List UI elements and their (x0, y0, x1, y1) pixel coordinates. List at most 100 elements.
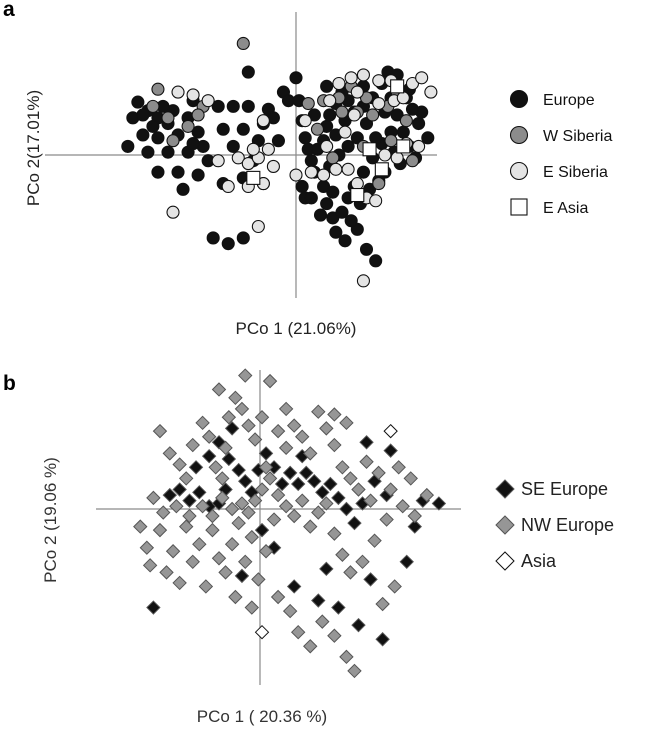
panel-a-point-europe (326, 185, 340, 199)
panel-b-point-se-europe (383, 443, 398, 458)
panel-a-point-europe (211, 99, 225, 113)
panel-b-point-nw-europe (327, 628, 342, 643)
panel-b-point-nw-europe (198, 579, 214, 594)
panel-b-x-axis-label: PCo 1 ( 20.36 %) (197, 707, 327, 726)
panel-a-point-e-siberia (256, 114, 270, 128)
panel-a-point-w-siberia (301, 96, 315, 111)
panel-b-point-nw-europe (282, 603, 298, 619)
panel-b-point-nw-europe (241, 418, 256, 433)
panel-a-point-europe (136, 108, 150, 122)
panel-a-point-w-siberia (366, 108, 380, 122)
panel-b-point-nw-europe (178, 519, 194, 534)
panel-b-point-nw-europe (383, 482, 398, 497)
panel-a-point-europe (216, 122, 230, 136)
panel-a-point-e-siberia (241, 157, 255, 171)
panel-a-point-w-siberia (191, 108, 205, 122)
panel-b-legend-marker-nw-europe (495, 515, 515, 535)
panel-a-point-e-siberia (372, 74, 386, 88)
panel-a-legend-label-w-siberia: W Siberia (543, 128, 612, 145)
panel-a-point-e-siberia (231, 151, 245, 165)
panel-b-legend: SE Europe NW Europe Asia (495, 479, 614, 571)
panel-a-point-e-siberia (323, 94, 337, 108)
panel-b-point-se-europe (146, 600, 161, 615)
panel-a-point-e-siberia (356, 274, 370, 288)
panel-b-point-nw-europe (343, 565, 358, 580)
panel-b-point-nw-europe (403, 471, 418, 486)
panel-b-point-se-europe (274, 476, 290, 492)
panel-a-point-europe (359, 242, 374, 256)
panel-b-point-nw-europe (286, 508, 302, 524)
panel-b-point-nw-europe (295, 429, 310, 444)
panel-b-point-se-europe (286, 579, 302, 594)
panel-a-point-europe (390, 108, 404, 122)
panel-b-point-nw-europe (327, 407, 342, 422)
panel-b-point-nw-europe (165, 544, 181, 559)
panel-b-point-se-europe (347, 515, 362, 531)
panel-b-point-nw-europe (221, 410, 237, 425)
panel-b-point-nw-europe (270, 589, 286, 605)
panel-a-point-e-siberia (261, 142, 275, 156)
panel-a-point-e-siberia (320, 139, 334, 153)
panel-b-point-nw-europe (311, 505, 326, 520)
panel-b-point-nw-europe (363, 493, 378, 508)
panel-a-point-europe (171, 165, 185, 179)
panel-a-point-europe (131, 95, 145, 109)
panel-b-point-nw-europe (335, 460, 350, 475)
panel-b-point-nw-europe (319, 496, 334, 511)
panel-a-point-w-siberia (310, 122, 325, 136)
panel-b-point-nw-europe (278, 499, 294, 514)
panel-b-point-se-europe (431, 496, 447, 511)
panel-b-point-se-europe (399, 554, 414, 570)
panel-b-point-nw-europe (303, 446, 318, 461)
panel-a-point-e-siberia (251, 219, 265, 234)
panel-b-point-nw-europe (156, 505, 171, 520)
panel-a-point-e-siberia (341, 162, 355, 176)
panel-b-series-se-europe (146, 421, 447, 647)
panel-b-point-nw-europe (152, 522, 168, 538)
panel-a-point-e-asia (390, 79, 405, 94)
panel-a-series-e-asia (246, 79, 411, 203)
panel-b-point-nw-europe (258, 544, 274, 559)
panel-b-point-se-europe (407, 519, 422, 534)
panel-a-point-w-siberia (166, 134, 180, 148)
panel-a-point-europe (369, 131, 383, 145)
panel-a-point-europe (121, 139, 135, 153)
panel-b-point-nw-europe (146, 490, 161, 506)
panel-b-point-nw-europe (303, 519, 318, 534)
panel-a-point-europe (344, 214, 358, 228)
panel-b-point-nw-europe (375, 596, 390, 612)
panel-b-point-se-europe (162, 487, 178, 503)
panel-b-point-nw-europe (234, 496, 250, 511)
panel-a-point-e-siberia (396, 91, 410, 105)
panel-a-point-e-siberia (211, 154, 225, 168)
panel-b-point-nw-europe (195, 415, 210, 431)
panel-b-point-nw-europe (254, 410, 270, 425)
panel-a-point-e-siberia (289, 168, 303, 182)
panel-b-point-nw-europe (244, 600, 260, 615)
panel-a-point-e-siberia (390, 151, 404, 165)
panel-b-point-nw-europe (327, 437, 342, 453)
panel-a-point-e-asia (350, 187, 365, 203)
panel-a-point-europe (191, 125, 205, 139)
panel-b-point-nw-europe (172, 575, 187, 591)
panel-b-point-nw-europe (266, 512, 282, 527)
panel-b-point-nw-europe (339, 415, 354, 431)
panel-b-point-se-europe (323, 476, 338, 492)
panel-b-point-nw-europe (152, 423, 168, 439)
panel-a-point-europe (412, 116, 426, 131)
panel-b-point-se-europe (319, 561, 334, 577)
panel-a-point-europe (323, 108, 337, 122)
panel-a-point-europe (341, 139, 355, 153)
panel-b-point-asia (383, 423, 398, 439)
panel-b-point-nw-europe (211, 382, 227, 397)
panel-b-point-nw-europe (339, 649, 354, 665)
panel-b-point-se-europe (282, 465, 298, 481)
panel-a-point-e-siberia (186, 88, 200, 102)
panel-b-point-nw-europe (391, 460, 406, 475)
panel-a-point-europe (241, 65, 255, 79)
panel-a-point-e-siberia (166, 205, 180, 219)
panel-a-point-europe (186, 137, 200, 151)
panel-b-point-nw-europe (247, 493, 263, 508)
panel-a-point-e-siberia (378, 148, 392, 162)
panel-a-point-w-siberia (236, 36, 250, 51)
